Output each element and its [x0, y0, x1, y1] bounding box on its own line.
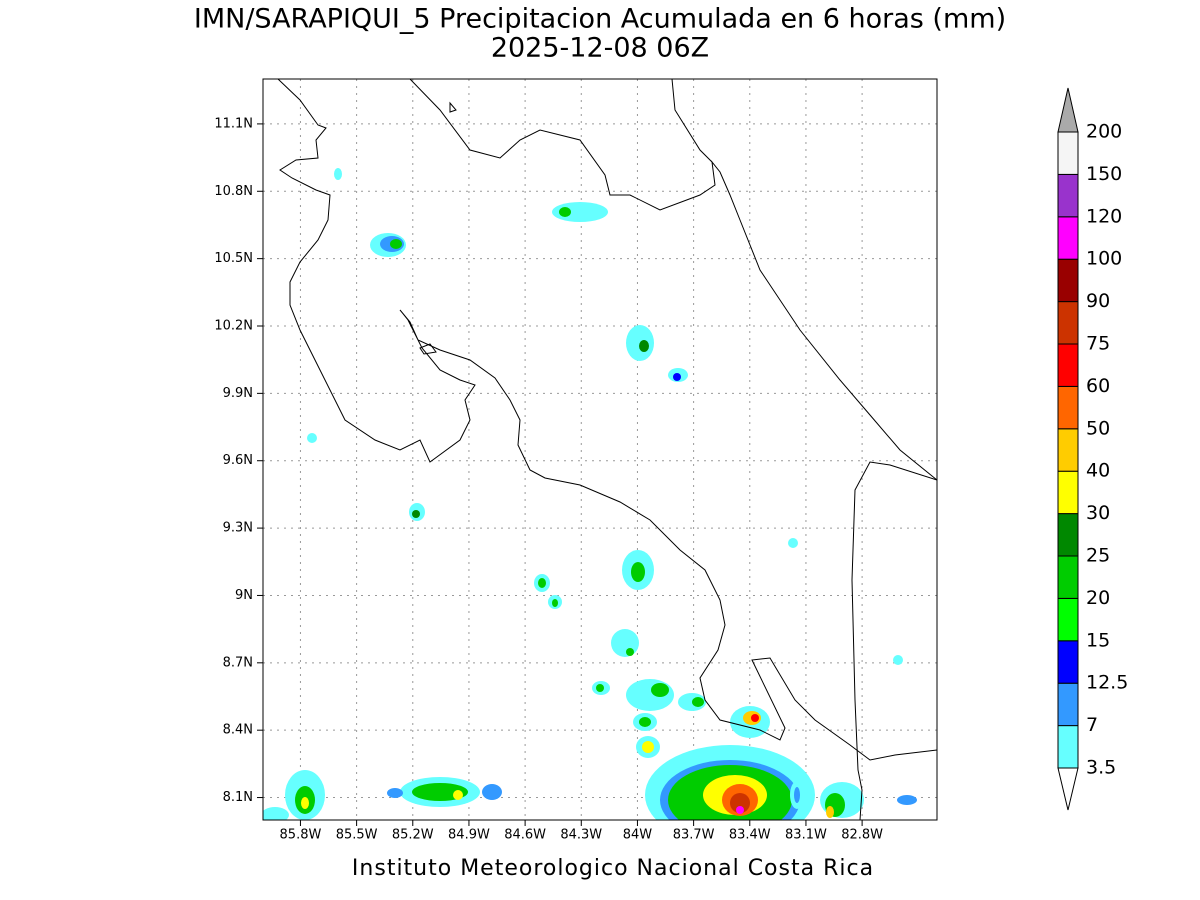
subtitle: 2025-12-08 06Z — [491, 33, 709, 64]
colorbar: 3.5 7 12.5 15 20 25 30 40 50 60 75 90 100 120 150 200 — [1057, 87, 1128, 811]
colorbar-label: 12.5 — [1086, 672, 1128, 694]
colorbar-label: 40 — [1086, 460, 1110, 482]
colorbar-bin — [1057, 385, 1079, 430]
colorbar-label: 75 — [1086, 333, 1110, 355]
credit: Instituto Meteorologico Nacional Costa R… — [352, 856, 874, 881]
y-tick-label: 8.1N — [223, 790, 253, 805]
rain-cells — [263, 168, 917, 820]
colorbar-label: 60 — [1086, 375, 1110, 397]
x-tick-label: 82.8W — [841, 828, 883, 843]
colorbar-bin — [1057, 470, 1079, 515]
colorbar-bin — [1057, 682, 1079, 727]
colorbar-bin — [1057, 513, 1079, 557]
colorbar-label: 15 — [1086, 629, 1110, 651]
x-tick-label: 85.2W — [392, 828, 434, 843]
colorbar-label: 25 — [1086, 545, 1110, 567]
y-tick-label: 9.3N — [223, 521, 253, 536]
precipitation-field — [263, 79, 937, 820]
colorbar-under — [1057, 767, 1079, 811]
y-tick-label: 9.6N — [223, 453, 253, 468]
x-tick-label: 83.7W — [673, 828, 715, 843]
colorbar-label: 20 — [1086, 587, 1110, 609]
x-tick-label: 84.6W — [504, 828, 546, 843]
y-tick-label: 8.7N — [223, 655, 253, 670]
y-tick-label: 11.1N — [214, 116, 253, 131]
colorbar-over — [1057, 87, 1079, 133]
y-tick-label: 10.2N — [214, 319, 253, 334]
colorbar-label: 150 — [1086, 163, 1122, 185]
colorbar-label: 200 — [1086, 121, 1122, 143]
y-tick-label: 10.5N — [214, 251, 253, 266]
y-tick-label: 9.9N — [223, 386, 253, 401]
colorbar-bin — [1057, 725, 1079, 769]
colorbar-label: 90 — [1086, 290, 1110, 312]
colorbar-label: 3.5 — [1086, 757, 1116, 779]
colorbar-bin — [1057, 555, 1079, 599]
x-tick-label: 83.4W — [729, 828, 771, 843]
grid — [263, 79, 937, 820]
colorbar-bin — [1057, 428, 1079, 472]
coastlines — [277, 79, 937, 820]
y-tick-label: 10.8N — [214, 184, 253, 199]
colorbar-bin — [1057, 216, 1079, 260]
colorbar-bin — [1057, 343, 1079, 387]
colorbar-bin — [1057, 258, 1079, 303]
colorbar-label: 120 — [1086, 205, 1122, 227]
x-tick-label: 84.9W — [448, 828, 490, 843]
colorbar-bin — [1057, 640, 1079, 684]
x-tick-label: 84.3W — [560, 828, 602, 843]
colorbar-bin — [1057, 597, 1079, 642]
colorbar-label: 50 — [1086, 417, 1110, 439]
colorbar-label: 7 — [1086, 714, 1098, 736]
colorbar-bin — [1057, 173, 1079, 218]
x-tick-label: 85.8W — [280, 828, 322, 843]
title: IMN/SARAPIQUI_5 Precipitacion Acumulada … — [194, 4, 1006, 35]
x-tick-label: 84W — [623, 828, 653, 843]
x-tick-label: 83.1W — [785, 828, 827, 843]
y-tick-label: 8.4N — [223, 723, 253, 738]
colorbar-bin — [1057, 131, 1079, 175]
y-tick-label: 9N — [235, 588, 253, 603]
colorbar-label: 30 — [1086, 502, 1110, 524]
plot-frame — [262, 78, 938, 821]
x-tick-label: 85.5W — [336, 828, 378, 843]
colorbar-bin — [1057, 301, 1079, 345]
colorbar-label: 100 — [1086, 248, 1122, 270]
